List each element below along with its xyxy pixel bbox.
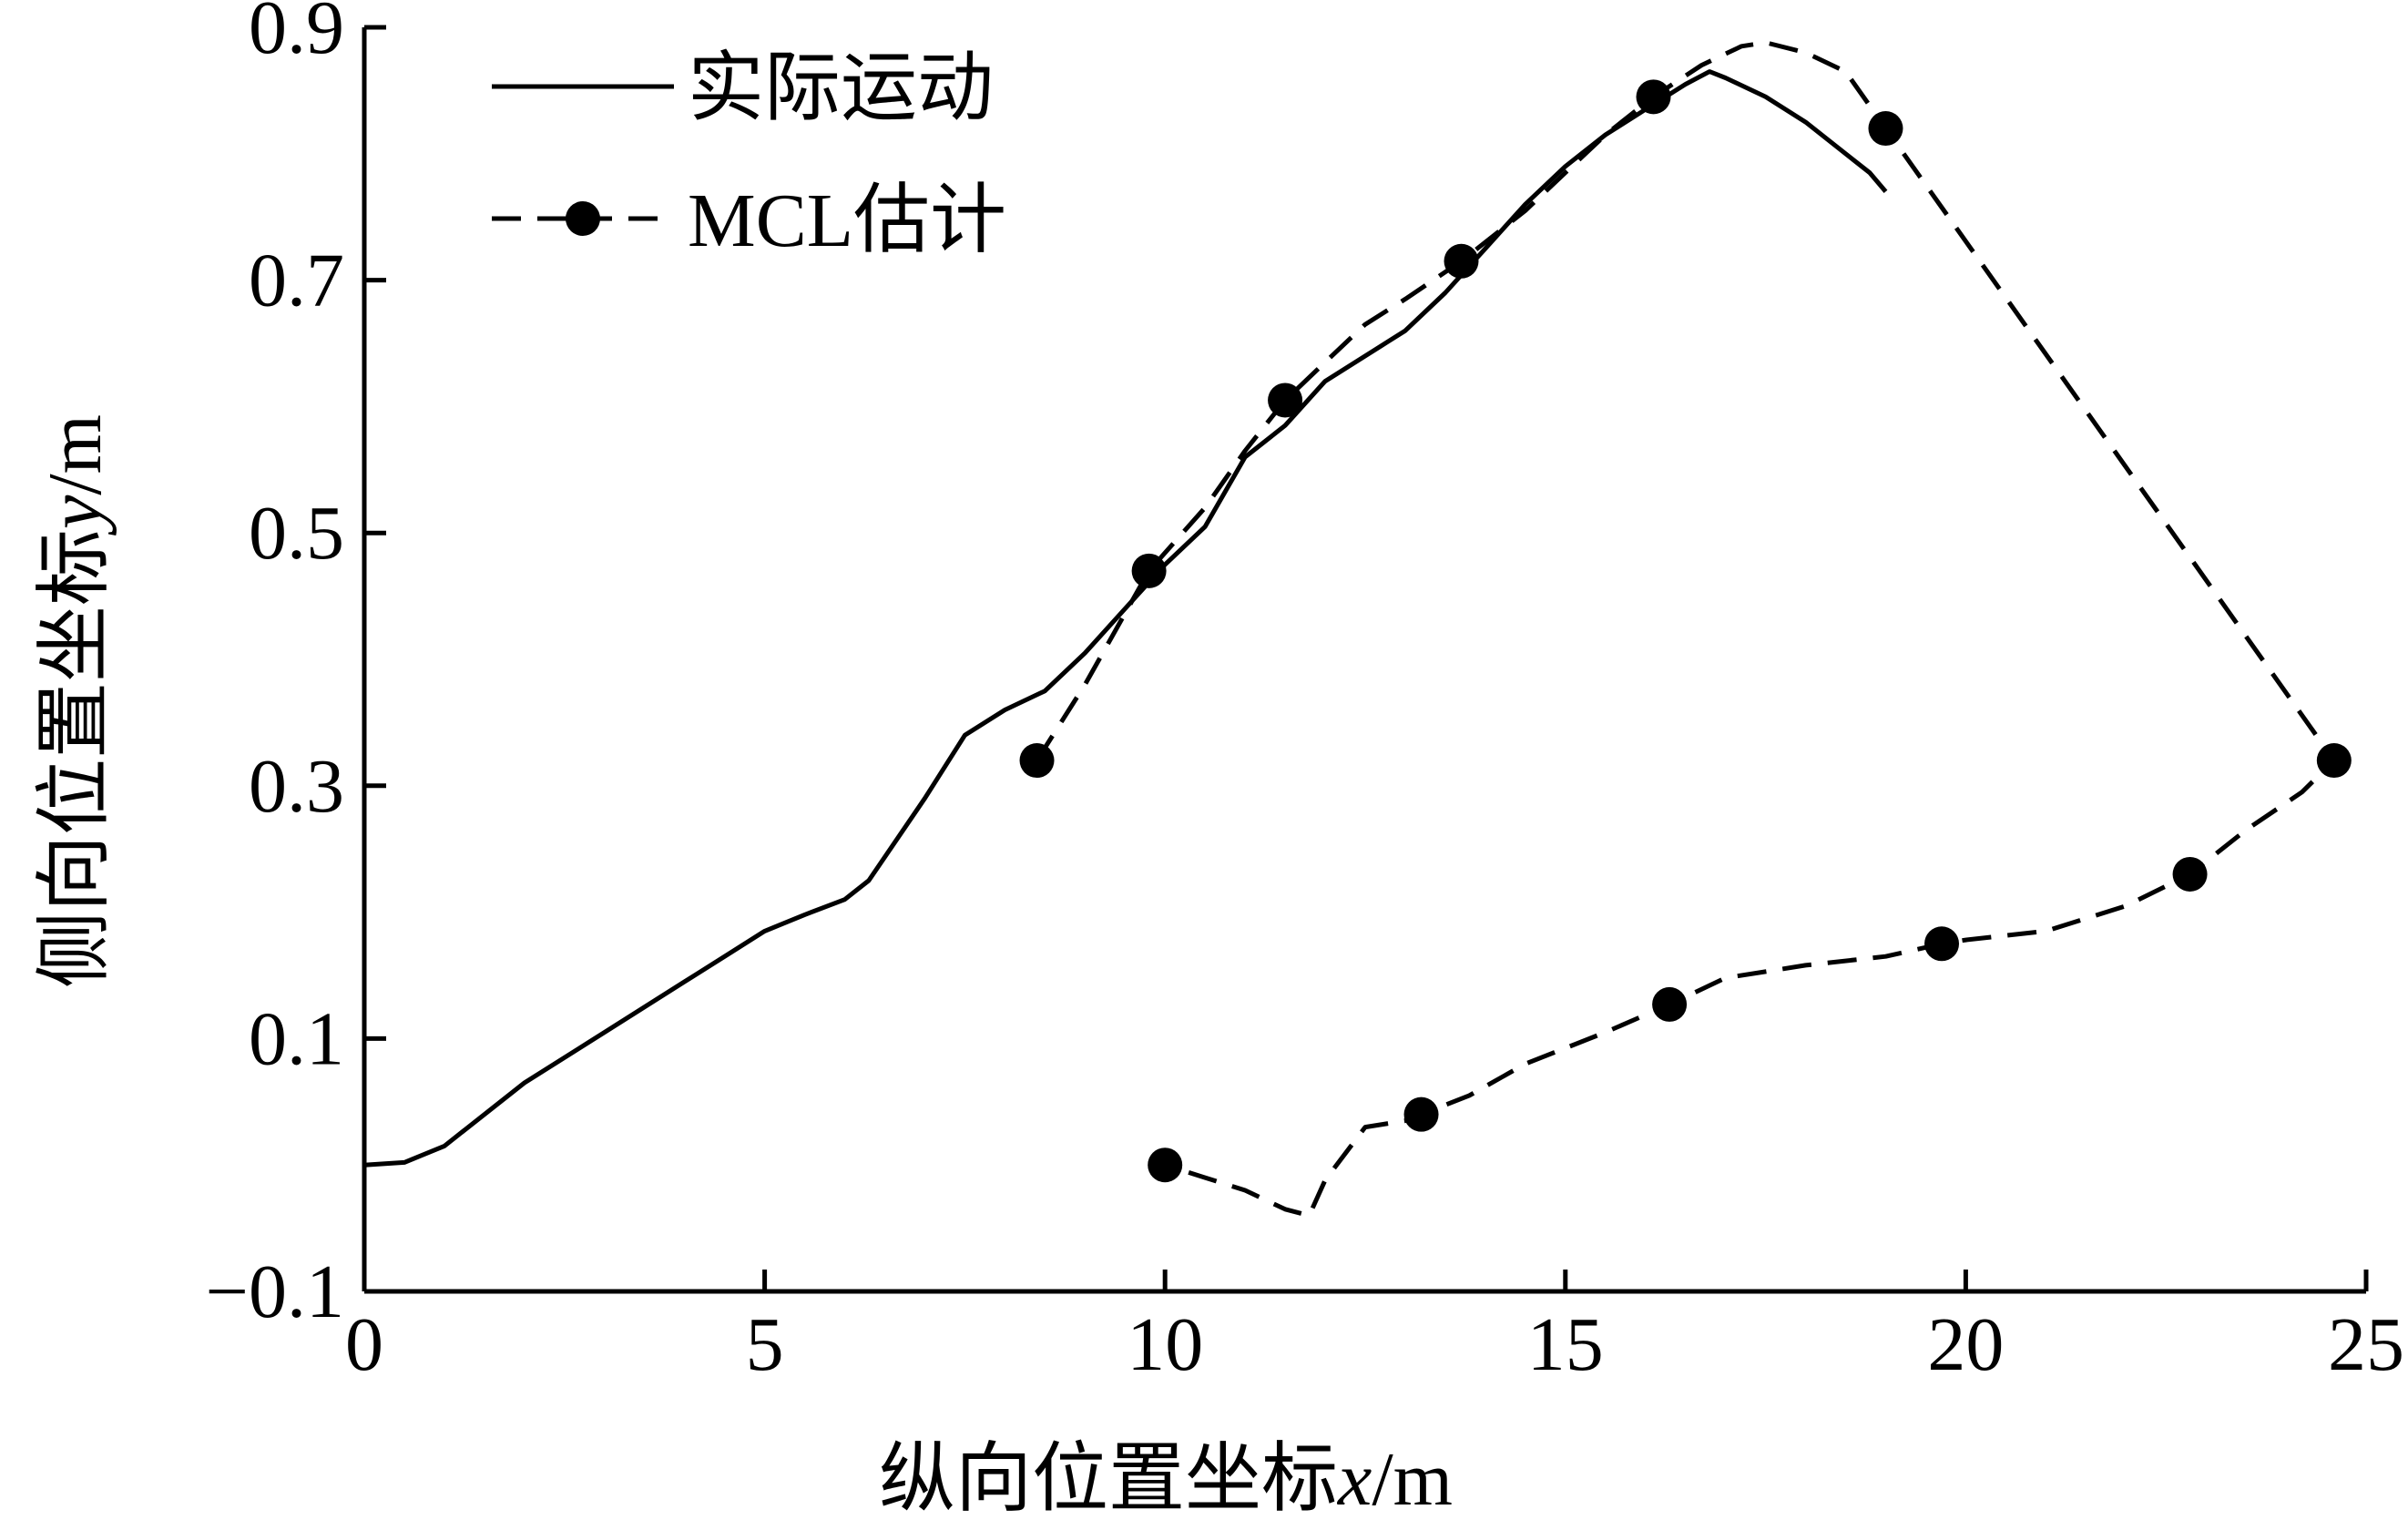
legend-label-2: MCL估计 xyxy=(688,178,1006,263)
x-tick-label: 10 xyxy=(1127,1302,1203,1387)
x-tick-label: 15 xyxy=(1527,1302,1604,1387)
y-tick-label: 0.3 xyxy=(249,744,344,829)
y-tick-label: 0.1 xyxy=(249,996,344,1081)
series-marker xyxy=(1652,986,1688,1022)
series-marker xyxy=(1636,79,1671,115)
x-tick-label: 0 xyxy=(345,1302,383,1387)
y-tick-label: 0.5 xyxy=(249,491,344,576)
x-tick-label: 25 xyxy=(2328,1302,2404,1387)
series-line-1 xyxy=(363,69,1888,1168)
series-marker xyxy=(1403,1096,1439,1132)
axes xyxy=(362,27,2366,1294)
y-ticks: −0.1 0.1 0.3 0.5 0.7 0.9 xyxy=(206,0,386,1334)
series-marker xyxy=(2316,743,2352,779)
series-marker xyxy=(2172,856,2208,892)
series-marker xyxy=(1019,743,1055,779)
x-axis-label: 纵向位置坐标x/m xyxy=(879,1437,1453,1522)
y-tick-label: −0.1 xyxy=(206,1250,344,1334)
series-marker xyxy=(1444,243,1479,279)
legend-label-1: 实际运动 xyxy=(688,46,994,131)
series-marker xyxy=(1268,382,1303,418)
x-ticks: 0 5 10 15 20 25 xyxy=(345,1270,2404,1387)
series-marker xyxy=(1148,1148,1183,1183)
series-marker xyxy=(1868,111,1903,147)
y-tick-label: 0.9 xyxy=(249,0,344,70)
legend-marker xyxy=(566,201,600,236)
series-marker xyxy=(1924,926,1960,962)
legend: 实际运动 MCL估计 xyxy=(492,46,1006,263)
series-line-2 xyxy=(1035,40,2337,1219)
y-axis-label: 侧向位置坐标y/m xyxy=(33,414,117,988)
x-tick-label: 20 xyxy=(1927,1302,2004,1387)
series-marker xyxy=(1131,553,1167,588)
series-layer xyxy=(363,40,2352,1219)
y-tick-label: 0.7 xyxy=(249,239,344,323)
x-tick-label: 5 xyxy=(746,1302,784,1387)
